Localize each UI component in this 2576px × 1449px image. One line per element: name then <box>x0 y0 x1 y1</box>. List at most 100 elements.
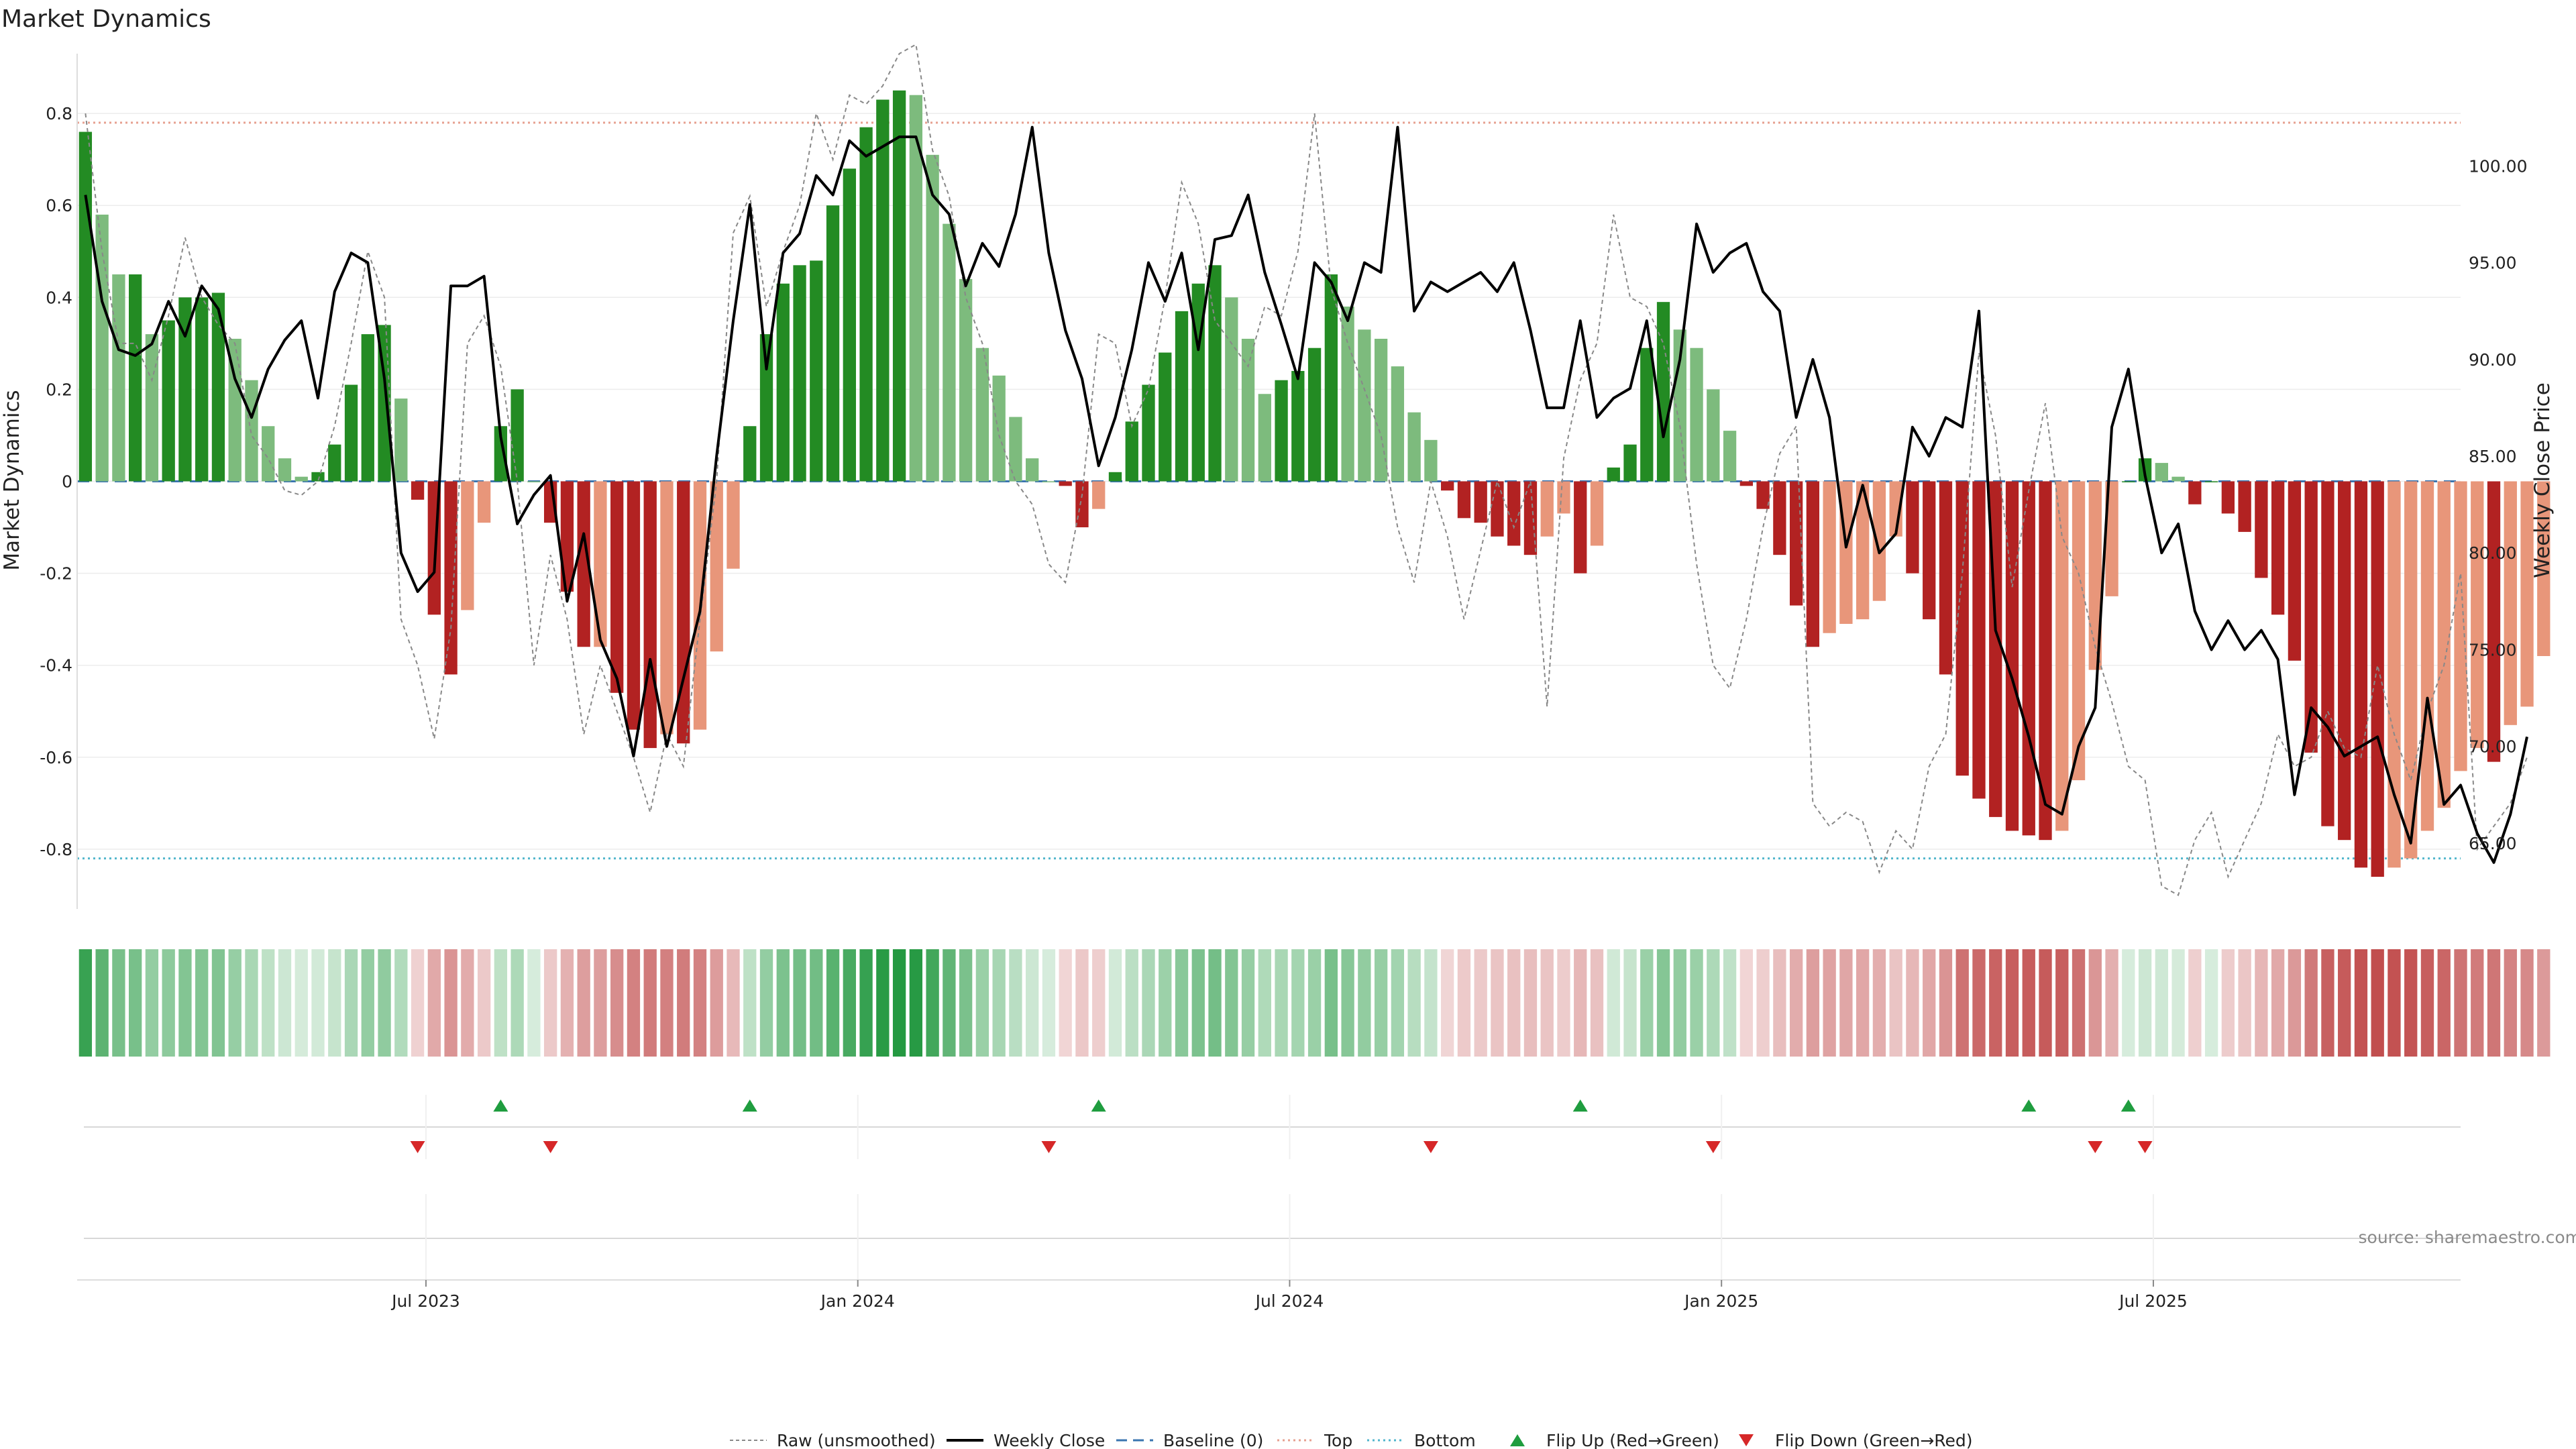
heat-strip-cell <box>1142 949 1155 1057</box>
x-tick-label: Jan 2024 <box>820 1291 895 1311</box>
market-dynamics-bar <box>2039 481 2052 841</box>
heat-strip-cell <box>2238 949 2251 1057</box>
legend-label: Flip Up (Red→Green) <box>1546 1431 1719 1449</box>
market-dynamics-bar <box>527 481 541 482</box>
market-dynamics-bar <box>2055 481 2069 831</box>
market-dynamics-bar <box>162 320 175 482</box>
legend-item: Bottom <box>1367 1431 1476 1449</box>
market-dynamics-bar <box>710 481 723 652</box>
market-dynamics-bar <box>2221 481 2235 514</box>
market-dynamics-bar <box>1889 481 1902 537</box>
heat-strip-cell <box>759 949 773 1057</box>
legend-item: Raw (unsmoothed) <box>730 1431 936 1449</box>
market-dynamics-bar <box>727 481 740 569</box>
flip-up-marker <box>1091 1099 1106 1112</box>
market-dynamics-bar <box>1374 339 1388 482</box>
market-dynamics-bar <box>959 278 973 482</box>
heat-strip-cell <box>1707 949 1720 1057</box>
market-dynamics-bar <box>2005 481 2019 831</box>
market-dynamics-bar <box>112 274 125 482</box>
market-dynamics-bar <box>2420 481 2434 831</box>
right-tick-label: 100.00 <box>2469 156 2527 176</box>
left-tick-label: 0.8 <box>46 104 72 123</box>
heat-strip-cell <box>1159 949 1172 1057</box>
heat-strip-cell <box>1026 949 1039 1057</box>
heat-strip-cell <box>1042 949 1056 1057</box>
heat-strip-cell <box>1574 949 1587 1057</box>
heat-strip-cell <box>427 949 441 1057</box>
heat-strip-cell <box>2122 949 2135 1057</box>
heat-strip-cell <box>1275 949 1288 1057</box>
heat-strip-cell <box>1075 949 1089 1057</box>
market-dynamics-bar <box>477 481 491 523</box>
x-tick-label: Jul 2024 <box>1254 1291 1324 1311</box>
heat-strip-cell <box>2520 949 2534 1057</box>
heat-strip-cell <box>1092 949 1106 1057</box>
heat-strip-cell <box>1009 949 1022 1057</box>
heat-strip-cell <box>527 949 541 1057</box>
heat-strip-cell <box>1540 949 1554 1057</box>
heat-strip-cell <box>1191 949 1205 1057</box>
heat-strip-cell <box>2105 949 2118 1057</box>
market-dynamics-bar <box>1457 481 1471 519</box>
market-dynamics-bar <box>1391 366 1405 482</box>
legend-label: Raw (unsmoothed) <box>777 1431 936 1449</box>
left-tick-label: -0.2 <box>40 564 72 584</box>
heat-strip-cell <box>394 949 408 1057</box>
market-dynamics-bar <box>78 131 93 482</box>
market-dynamics-bar <box>1607 467 1620 482</box>
market-dynamics-bar <box>1125 421 1138 482</box>
heat-strip-cell <box>195 949 209 1057</box>
market-dynamics-bar <box>394 398 408 482</box>
market-dynamics-bar <box>759 334 773 482</box>
flip-up-marker <box>2121 1099 2136 1112</box>
market-dynamics-bar <box>1557 481 1570 514</box>
market-dynamics-bar <box>1491 481 1504 537</box>
market-dynamics-bar <box>1225 297 1238 482</box>
heat-strip-cell <box>228 949 241 1057</box>
heat-strip-cell <box>1939 949 1953 1057</box>
heat-strip-cell <box>660 949 674 1057</box>
heat-strip-cell <box>909 949 923 1057</box>
heat-strip-cell <box>78 949 93 1057</box>
flip-up-marker <box>493 1099 508 1112</box>
market-dynamics-bar <box>1059 481 1072 486</box>
left-tick-label: 0.6 <box>46 196 72 215</box>
market-dynamics-bar <box>1739 481 1753 486</box>
market-dynamics-bar <box>1358 329 1371 482</box>
market-dynamics-bar <box>1723 431 1737 482</box>
heat-strip-cell <box>262 949 275 1057</box>
heat-strip-cell <box>2354 949 2368 1057</box>
heat-strip-cell <box>693 949 707 1057</box>
market-dynamics-bar <box>660 481 674 735</box>
weekly-close-line <box>84 125 2528 864</box>
x-tick-label: Jan 2025 <box>1683 1291 1758 1311</box>
heat-strip-cell <box>594 949 607 1057</box>
market-dynamics-bar <box>876 99 890 482</box>
legend-item: Baseline (0) <box>1116 1431 1263 1449</box>
heat-strip-cell <box>1839 949 1853 1057</box>
heat-strip-cell <box>2288 949 2302 1057</box>
heat-strip-cell <box>328 949 341 1057</box>
heat-strip-cell <box>643 949 657 1057</box>
heat-strip-cell <box>1640 949 1654 1057</box>
heat-strip-cell <box>2471 949 2484 1057</box>
heat-strip-cell <box>1175 949 1189 1057</box>
market-dynamics-bar <box>1707 389 1720 482</box>
market-dynamics-bar <box>2171 476 2185 482</box>
market-dynamics-bar <box>1955 481 1969 776</box>
x-tick-label: Jul 2023 <box>390 1291 460 1311</box>
heat-strip-cell <box>843 949 856 1057</box>
heat-strip-cell <box>1590 949 1604 1057</box>
heat-strip-cell <box>1739 949 1753 1057</box>
market-dynamics-bar <box>1623 444 1637 482</box>
heat-strip-cell <box>1507 949 1521 1057</box>
heat-strip-cell <box>145 949 159 1057</box>
market-dynamics-bar <box>211 292 225 482</box>
heat-strip-cell <box>1241 949 1255 1057</box>
heat-strip-cell <box>1773 949 1786 1057</box>
right-tick-label: 85.00 <box>2469 447 2517 466</box>
market-dynamics-bar <box>1241 339 1255 482</box>
heat-strip-cell <box>2420 949 2434 1057</box>
